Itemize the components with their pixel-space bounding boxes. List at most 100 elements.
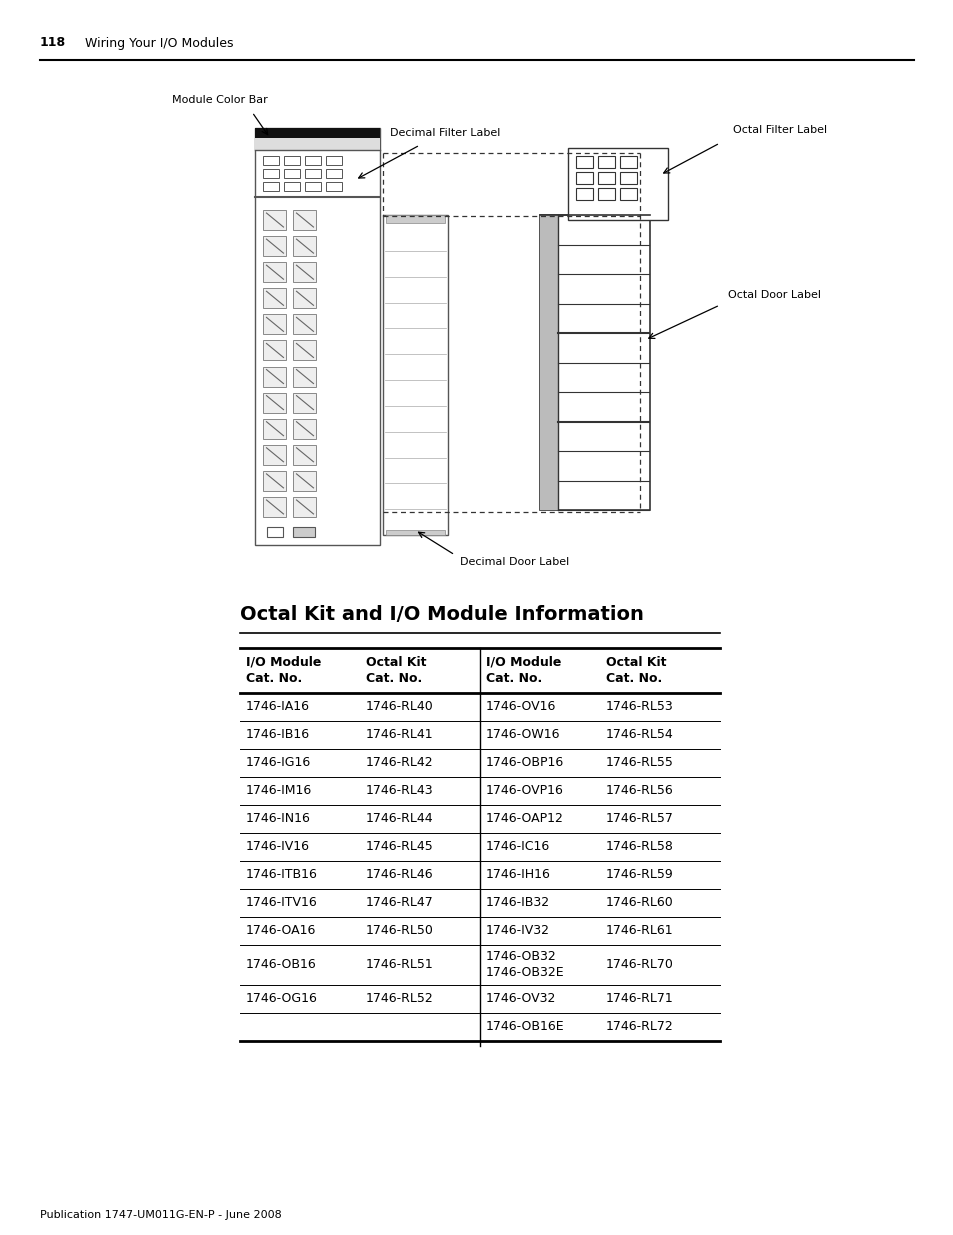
Bar bbox=[284, 182, 299, 191]
Bar bbox=[294, 471, 316, 490]
Text: 1746-OVP16: 1746-OVP16 bbox=[485, 784, 563, 798]
Text: Octal Kit
Cat. No.: Octal Kit Cat. No. bbox=[366, 656, 426, 685]
Bar bbox=[263, 445, 286, 464]
Text: Wiring Your I/O Modules: Wiring Your I/O Modules bbox=[85, 37, 233, 49]
Text: Octal Filter Label: Octal Filter Label bbox=[732, 125, 826, 135]
Bar bbox=[305, 182, 320, 191]
Bar bbox=[263, 393, 286, 412]
Text: 1746-IB32: 1746-IB32 bbox=[485, 897, 550, 909]
Bar bbox=[326, 169, 341, 178]
Bar bbox=[267, 527, 283, 537]
Bar bbox=[576, 188, 593, 200]
Text: 1746-RL51: 1746-RL51 bbox=[366, 958, 434, 972]
Bar bbox=[293, 527, 314, 537]
Text: 1746-OBP16: 1746-OBP16 bbox=[485, 757, 563, 769]
Text: 1746-OG16: 1746-OG16 bbox=[246, 993, 317, 1005]
Text: 1746-RL61: 1746-RL61 bbox=[605, 925, 673, 937]
Bar bbox=[382, 215, 448, 535]
Bar bbox=[263, 236, 286, 256]
Text: 1746-RL55: 1746-RL55 bbox=[605, 757, 673, 769]
Text: Octal Kit
Cat. No.: Octal Kit Cat. No. bbox=[605, 656, 666, 685]
Bar bbox=[326, 156, 341, 165]
Text: 1746-RL56: 1746-RL56 bbox=[605, 784, 673, 798]
Text: I/O Module
Cat. No.: I/O Module Cat. No. bbox=[246, 656, 321, 685]
Bar bbox=[254, 138, 379, 149]
Text: I/O Module
Cat. No.: I/O Module Cat. No. bbox=[485, 656, 560, 685]
Text: Octal Kit and I/O Module Information: Octal Kit and I/O Module Information bbox=[240, 605, 643, 625]
Text: 1746-RL50: 1746-RL50 bbox=[366, 925, 434, 937]
Bar bbox=[263, 156, 278, 165]
Bar bbox=[263, 288, 286, 309]
Bar bbox=[263, 315, 286, 335]
Bar bbox=[263, 419, 286, 438]
Bar bbox=[254, 128, 379, 545]
Bar bbox=[386, 530, 444, 535]
Text: Decimal Filter Label: Decimal Filter Label bbox=[390, 128, 499, 138]
Bar bbox=[619, 156, 637, 168]
Bar bbox=[294, 315, 316, 335]
Text: 1746-RL60: 1746-RL60 bbox=[605, 897, 673, 909]
Text: 1746-IV16: 1746-IV16 bbox=[246, 841, 310, 853]
Bar bbox=[539, 215, 558, 510]
Text: 1746-RL52: 1746-RL52 bbox=[366, 993, 434, 1005]
Text: 1746-RL43: 1746-RL43 bbox=[366, 784, 434, 798]
Text: Module Color Bar: Module Color Bar bbox=[172, 95, 268, 105]
Text: 118: 118 bbox=[40, 37, 66, 49]
Text: 1746-IM16: 1746-IM16 bbox=[246, 784, 312, 798]
Bar bbox=[567, 148, 667, 220]
Bar bbox=[576, 156, 593, 168]
Text: 1746-RL53: 1746-RL53 bbox=[605, 700, 673, 714]
Bar bbox=[326, 182, 341, 191]
Text: 1746-RL72: 1746-RL72 bbox=[605, 1020, 673, 1034]
Bar bbox=[619, 188, 637, 200]
Text: 1746-ITB16: 1746-ITB16 bbox=[246, 868, 317, 882]
Text: 1746-RL40: 1746-RL40 bbox=[366, 700, 434, 714]
Text: 1746-IA16: 1746-IA16 bbox=[246, 700, 310, 714]
Text: 1746-ITV16: 1746-ITV16 bbox=[246, 897, 317, 909]
Bar bbox=[294, 341, 316, 361]
Bar bbox=[305, 156, 320, 165]
Bar bbox=[598, 172, 615, 184]
Text: Octal Door Label: Octal Door Label bbox=[728, 290, 821, 300]
Text: 1746-IV32: 1746-IV32 bbox=[485, 925, 550, 937]
Text: 1746-RL54: 1746-RL54 bbox=[605, 729, 673, 741]
Bar bbox=[294, 262, 316, 283]
Bar bbox=[598, 188, 615, 200]
Text: 1746-OB32
1746-OB32E: 1746-OB32 1746-OB32E bbox=[485, 951, 564, 979]
Bar bbox=[263, 262, 286, 283]
Text: 1746-RL45: 1746-RL45 bbox=[366, 841, 434, 853]
Text: 1746-RL70: 1746-RL70 bbox=[605, 958, 673, 972]
Text: 1746-OW16: 1746-OW16 bbox=[485, 729, 560, 741]
Bar bbox=[294, 210, 316, 230]
Text: 1746-RL57: 1746-RL57 bbox=[605, 813, 673, 825]
Text: 1746-IN16: 1746-IN16 bbox=[246, 813, 311, 825]
Bar bbox=[263, 367, 286, 387]
Text: 1746-RL46: 1746-RL46 bbox=[366, 868, 434, 882]
Text: 1746-RL58: 1746-RL58 bbox=[605, 841, 673, 853]
Text: 1746-RL42: 1746-RL42 bbox=[366, 757, 434, 769]
Bar bbox=[598, 156, 615, 168]
Text: 1746-OA16: 1746-OA16 bbox=[246, 925, 316, 937]
Bar bbox=[254, 128, 379, 138]
Bar bbox=[294, 496, 316, 517]
Text: 1746-OV16: 1746-OV16 bbox=[485, 700, 556, 714]
Bar bbox=[294, 445, 316, 464]
Bar bbox=[294, 236, 316, 256]
Bar bbox=[576, 172, 593, 184]
Text: 1746-OV32: 1746-OV32 bbox=[485, 993, 556, 1005]
Text: 1746-RL59: 1746-RL59 bbox=[605, 868, 673, 882]
Text: 1746-IH16: 1746-IH16 bbox=[485, 868, 550, 882]
Text: 1746-IB16: 1746-IB16 bbox=[246, 729, 310, 741]
Bar bbox=[263, 169, 278, 178]
Bar bbox=[263, 496, 286, 517]
Bar bbox=[284, 169, 299, 178]
Text: Publication 1747-UM011G-EN-P - June 2008: Publication 1747-UM011G-EN-P - June 2008 bbox=[40, 1210, 281, 1220]
Text: 1746-RL41: 1746-RL41 bbox=[366, 729, 434, 741]
Bar bbox=[263, 210, 286, 230]
Text: 1746-IG16: 1746-IG16 bbox=[246, 757, 311, 769]
Text: 1746-IC16: 1746-IC16 bbox=[485, 841, 550, 853]
Bar bbox=[386, 215, 444, 224]
Text: 1746-OB16E: 1746-OB16E bbox=[485, 1020, 564, 1034]
Text: Decimal Door Label: Decimal Door Label bbox=[460, 557, 569, 567]
Bar bbox=[263, 182, 278, 191]
